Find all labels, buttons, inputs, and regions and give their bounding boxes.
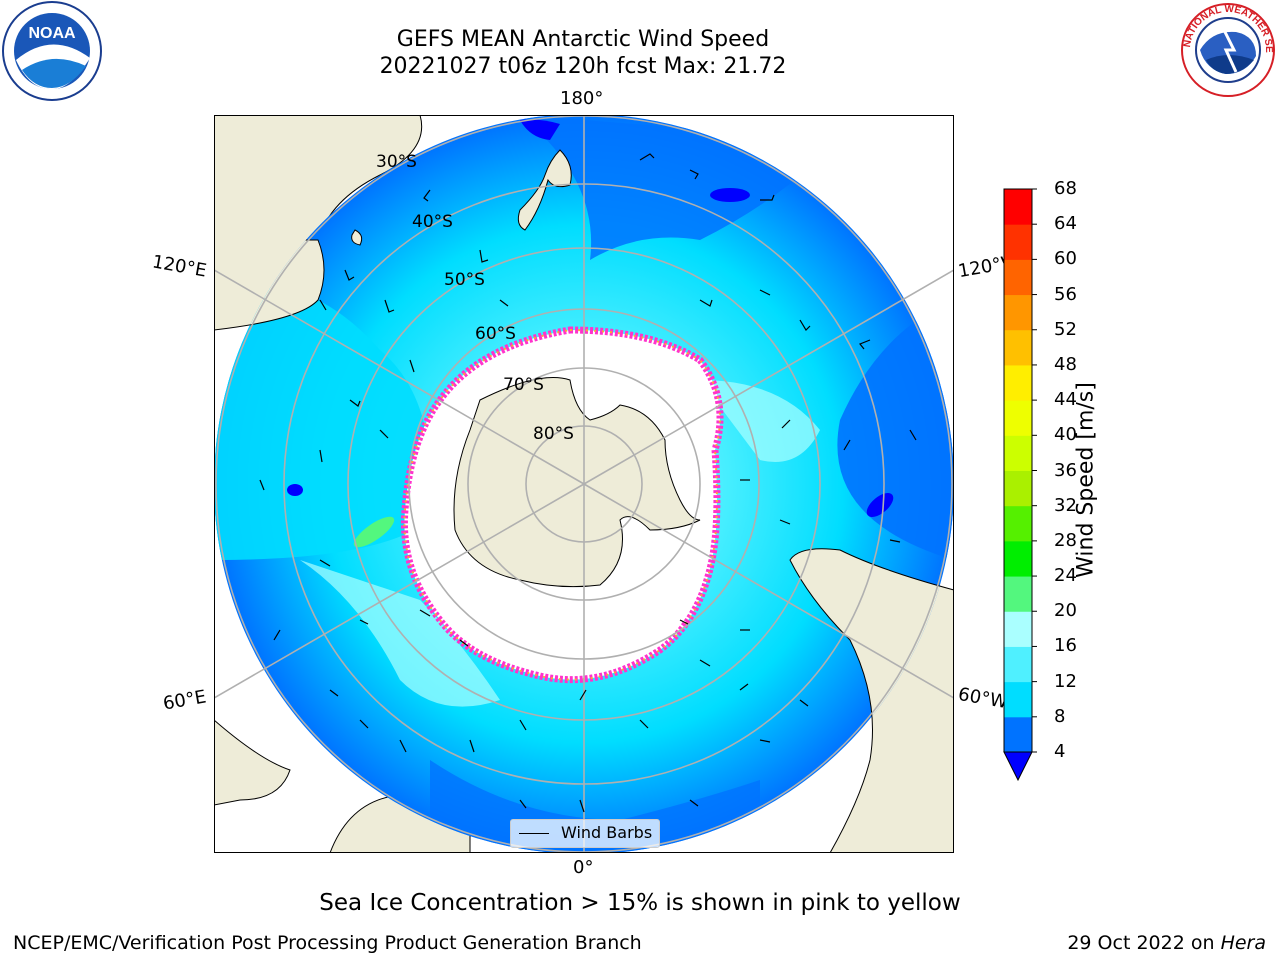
antarctica <box>453 377 701 588</box>
map-frame-content <box>214 115 954 853</box>
colorbar <box>1003 188 1037 782</box>
colorbar-tick-label: 48 <box>1054 353 1077 375</box>
colorbar-band <box>1004 470 1032 507</box>
colorbar-band <box>1004 716 1032 753</box>
footer-host: Hera <box>1220 932 1266 954</box>
colorbar-tick-label: 64 <box>1054 213 1077 235</box>
lat-label-80s: 80°S <box>533 424 574 444</box>
colorbar-tick-label: 52 <box>1054 318 1077 340</box>
footer-date: 29 Oct 2022 on Hera <box>1067 932 1266 954</box>
colorbar-extend-arrow <box>1003 751 1033 782</box>
noaa-logo: NOAA <box>2 1 102 101</box>
lat-label-70s: 70°S <box>503 375 544 395</box>
lon-label-0: 0° <box>573 857 594 878</box>
colorbar-title: Wind Speed [m/s] <box>1073 382 1099 578</box>
colorbar-tick-label: 60 <box>1054 248 1077 270</box>
colorbar-band <box>1004 294 1032 331</box>
colorbar-band <box>1004 611 1032 647</box>
colorbar-band <box>1004 576 1032 612</box>
sea-ice-caption: Sea Ice Concentration > 15% is shown in … <box>319 890 961 916</box>
colorbar-band <box>1004 435 1032 471</box>
colorbar-tick-label: 4 <box>1054 741 1066 762</box>
lat-label-40s: 40°S <box>412 212 453 232</box>
lat-label-30s: 30°S <box>376 152 417 172</box>
chart-subtitle: 20221027 t06z 120h fcst Max: 21.72 <box>379 54 787 79</box>
footer-date-text: 29 Oct 2022 on <box>1067 932 1221 954</box>
wind-barb-legend: Wind Barbs <box>510 819 660 848</box>
lat-label-50s: 50°S <box>444 270 485 290</box>
lon-label-180: 180° <box>560 88 604 109</box>
colorbar-tick-label: 24 <box>1054 565 1077 587</box>
colorbar-tick-label: 12 <box>1054 670 1077 692</box>
colorbar-tick-label: 56 <box>1054 283 1077 305</box>
colorbar-band <box>1004 189 1032 225</box>
colorbar-tick-label: 36 <box>1054 459 1077 481</box>
colorbar-band <box>1004 681 1032 718</box>
colorbar-tick-label: 8 <box>1054 705 1066 727</box>
colorbar-tick-label: 40 <box>1054 424 1077 446</box>
footer-branch: NCEP/EMC/Verification Post Processing Pr… <box>13 932 642 954</box>
colorbar-band <box>1004 224 1032 260</box>
colorbar-tick-label: 16 <box>1054 635 1077 657</box>
chart-title: GEFS MEAN Antarctic Wind Speed <box>396 27 770 52</box>
colorbar-tick-label: 68 <box>1054 178 1077 199</box>
colorbar-band <box>1004 259 1032 296</box>
colorbar-band <box>1004 540 1032 577</box>
legend-line-sample <box>519 833 549 834</box>
colorbar-band <box>1004 646 1032 683</box>
nws-logo: NATIONAL WEATHER SERVICE <box>1176 0 1275 97</box>
colorbar-band <box>1004 505 1032 542</box>
colorbar-band <box>1004 400 1032 436</box>
colorbar-tick-label: 44 <box>1054 389 1077 411</box>
wind-barbs <box>259 153 917 813</box>
colorbar-tick-label: 28 <box>1054 529 1077 551</box>
colorbar-tick-label: 32 <box>1054 494 1077 516</box>
legend-label: Wind Barbs <box>561 823 653 842</box>
colorbar-band <box>1004 329 1032 366</box>
colorbar-band <box>1004 364 1032 401</box>
colorbar-tick-label: 20 <box>1054 600 1077 622</box>
svg-text:NOAA: NOAA <box>28 25 76 42</box>
lat-label-60s: 60°S <box>475 324 516 344</box>
